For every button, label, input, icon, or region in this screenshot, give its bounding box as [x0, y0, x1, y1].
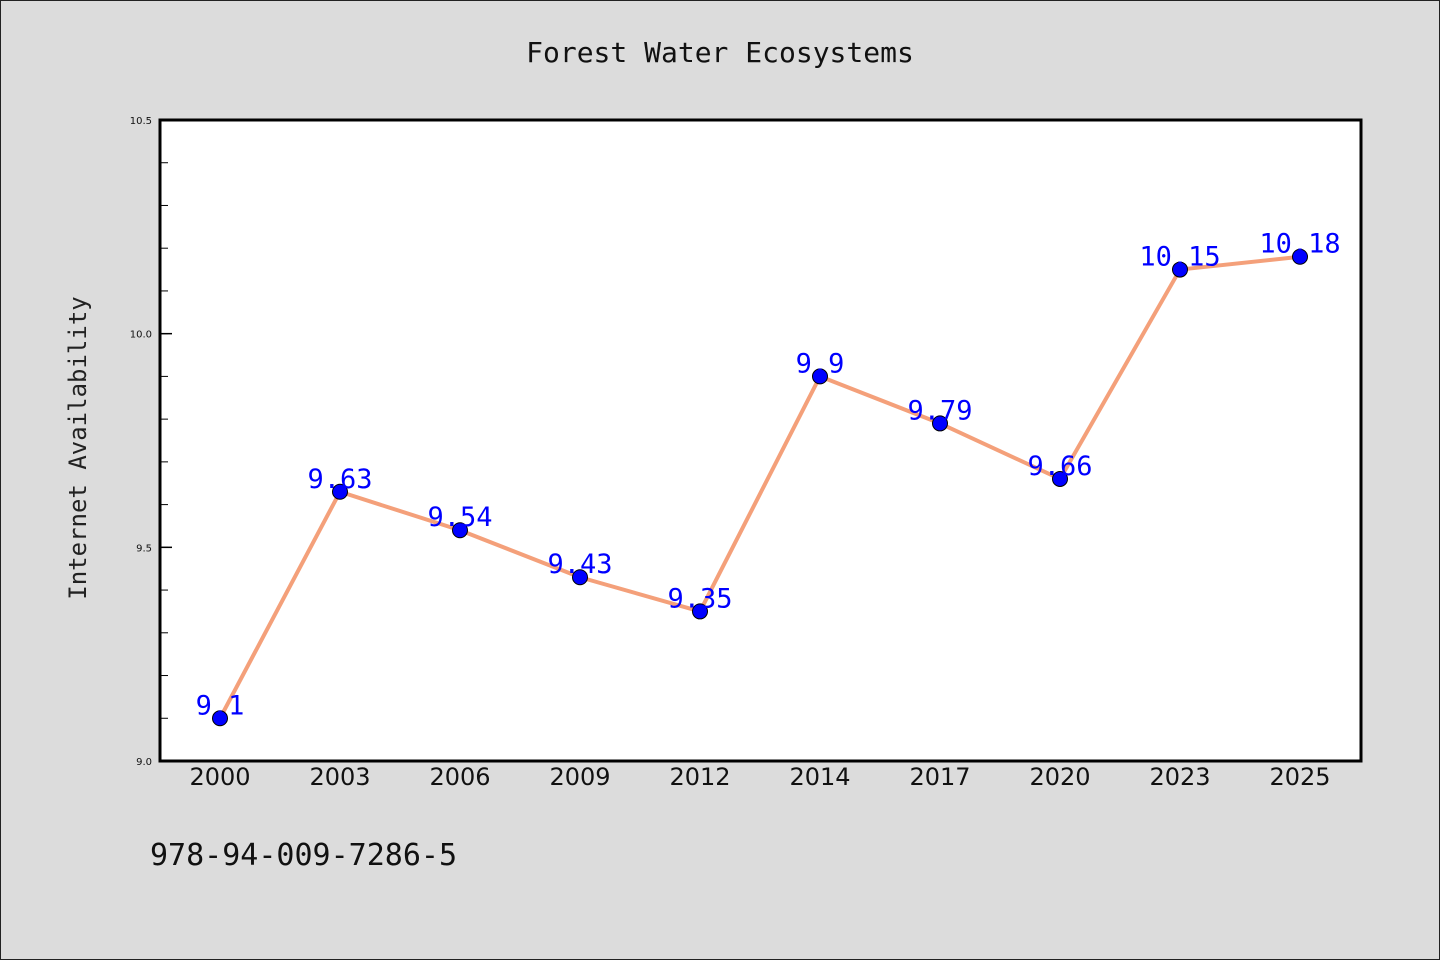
- series-line: [218, 254, 1301, 720]
- series-markers: [212, 248, 1308, 727]
- data-point: [1172, 261, 1188, 278]
- data-label: 9.63: [307, 464, 372, 495]
- data-label: 9.43: [547, 549, 612, 580]
- x-axis-ticks: 2000 2003 2006 2009 2012 2014 2017 2020 2023 2025: [189, 763, 1330, 791]
- data-label: 9.9: [796, 348, 845, 379]
- data-label: 10.18: [1259, 229, 1340, 260]
- x-tick-label: 2014: [789, 763, 850, 791]
- footnote-text: 978-94-009-7286-5: [150, 838, 457, 873]
- data-label: 9.66: [1027, 451, 1092, 482]
- y-tick-label: 9.5: [136, 543, 152, 554]
- chart-title: Forest Water Ecosystems: [526, 36, 914, 69]
- data-point: [332, 483, 348, 500]
- data-point: [1052, 470, 1068, 487]
- data-label: 9.79: [907, 395, 972, 426]
- y-tick-label: 10.5: [130, 116, 152, 127]
- data-point: [812, 368, 828, 385]
- data-point: [572, 569, 588, 586]
- data-label: 9.35: [667, 583, 732, 614]
- y-axis-label: Internet Availability: [64, 296, 92, 599]
- x-tick-label: 2017: [909, 763, 970, 791]
- data-point: [1292, 248, 1308, 265]
- plot-area: [158, 118, 1363, 763]
- x-tick-label: 2025: [1269, 763, 1330, 791]
- x-tick-label: 2006: [429, 763, 490, 791]
- x-tick-label: 2020: [1029, 763, 1090, 791]
- data-label: 10.15: [1139, 242, 1220, 273]
- data-point: [212, 710, 228, 727]
- x-tick-label: 2023: [1149, 763, 1210, 791]
- x-tick-label: 2012: [669, 763, 730, 791]
- data-point: [692, 603, 708, 620]
- y-tick-label: 10.0: [130, 330, 152, 341]
- data-point: [932, 415, 948, 432]
- data-label: 9.54: [427, 502, 492, 533]
- y-axis-ticks: 9.0 9.5 10.0 10.5: [130, 116, 172, 768]
- x-tick-label: 2009: [549, 763, 610, 791]
- x-tick-label: 2003: [309, 763, 370, 791]
- data-point: [452, 522, 468, 539]
- x-tick-label: 2000: [189, 763, 250, 791]
- data-labels: 9.1 9.63 9.54 9.43 9.35 9.9 9.79 9.66 10.15 10.18: [196, 229, 1341, 722]
- data-label: 9.1: [196, 690, 245, 721]
- y-tick-label: 9.0: [136, 757, 152, 768]
